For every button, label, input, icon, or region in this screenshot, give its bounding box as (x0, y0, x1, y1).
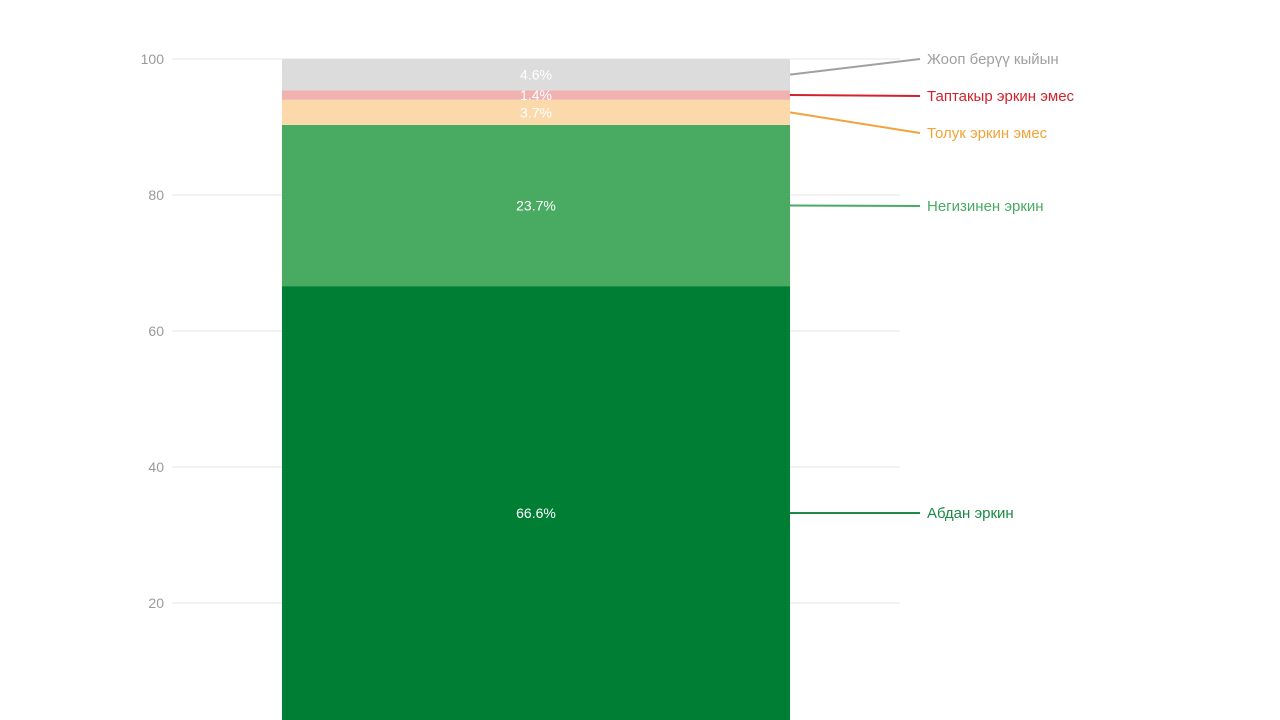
y-tick-label: 60 (148, 323, 164, 339)
data-label: 1.4% (520, 87, 552, 103)
y-tick-label: 20 (148, 595, 164, 611)
legend-label: Абдан эркин (927, 505, 1014, 522)
y-tick-label: 80 (148, 187, 164, 203)
data-labels: 66.6% 23.7% 3.7%1.4% 4.6% (516, 67, 556, 521)
y-tick-label: 40 (148, 459, 164, 475)
legend: Абдан эркин Негизинен эркин Толук эркин эм… (789, 51, 1075, 522)
legend-label: Таптакыр эркин эмес (927, 88, 1075, 105)
y-axis-ticks: 20 40 60 80 100 (141, 51, 165, 611)
data-label: 66.6% (516, 505, 556, 521)
legend-leader-line (789, 94, 921, 97)
bar-segment (282, 90, 790, 100)
y-tick-label: 100 (141, 51, 165, 67)
legend-label: Жооп берүү кыйын (927, 51, 1059, 68)
bar-segment (282, 59, 790, 91)
bar-segment (282, 124, 790, 287)
data-label: 4.6% (520, 67, 552, 83)
legend-leader-line (789, 58, 921, 76)
bar-segments (282, 59, 790, 720)
data-label: 3.7% (520, 104, 552, 120)
bar-segment (282, 99, 790, 125)
legend-label: Толук эркин эмес (927, 125, 1048, 142)
bar-segment (282, 286, 790, 720)
data-label: 23.7% (516, 198, 556, 214)
legend-label: Негизинен эркин (927, 198, 1044, 215)
legend-leader-line (789, 111, 921, 134)
